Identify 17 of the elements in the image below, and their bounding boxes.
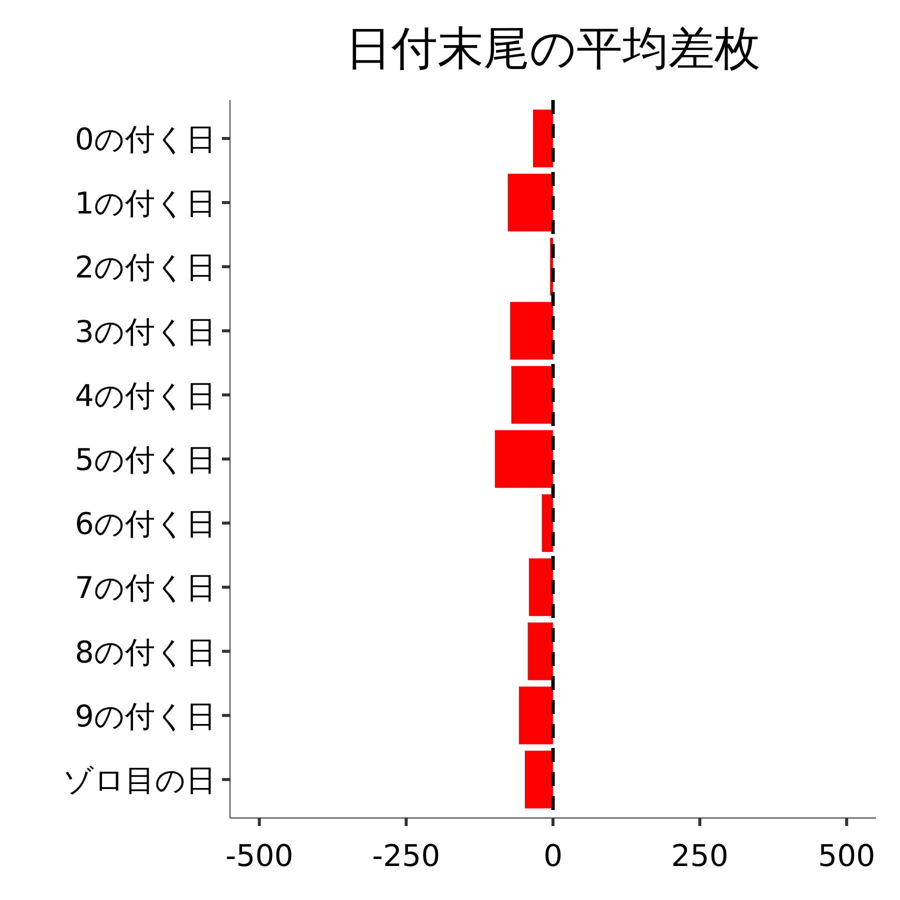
y-tick-label: 0の付く日: [74, 122, 216, 158]
y-tick-label: 7の付く日: [74, 571, 216, 606]
y-tick-label: ゾロ目の日: [63, 764, 216, 799]
y-tick-label: 6の付く日: [74, 507, 216, 542]
y-tick-label: 2の付く日: [74, 250, 216, 286]
x-tick-label: 0: [543, 839, 563, 874]
x-tick-label: -250: [372, 839, 440, 874]
y-tick-label: 8の付く日: [74, 635, 216, 670]
y-tick-label: 5の付く日: [74, 443, 216, 478]
y-tick-label: 1の付く日: [74, 186, 216, 222]
y-tick-label: 9の付く日: [74, 699, 216, 734]
chart-title: 日付末尾の平均差枚: [346, 21, 760, 75]
y-tick-label: 4の付く日: [74, 378, 216, 414]
x-tick-label: 500: [818, 839, 876, 874]
x-tick-label: -500: [225, 839, 294, 874]
x-tick-label: 250: [671, 839, 728, 874]
y-tick-label: 3の付く日: [74, 314, 216, 350]
